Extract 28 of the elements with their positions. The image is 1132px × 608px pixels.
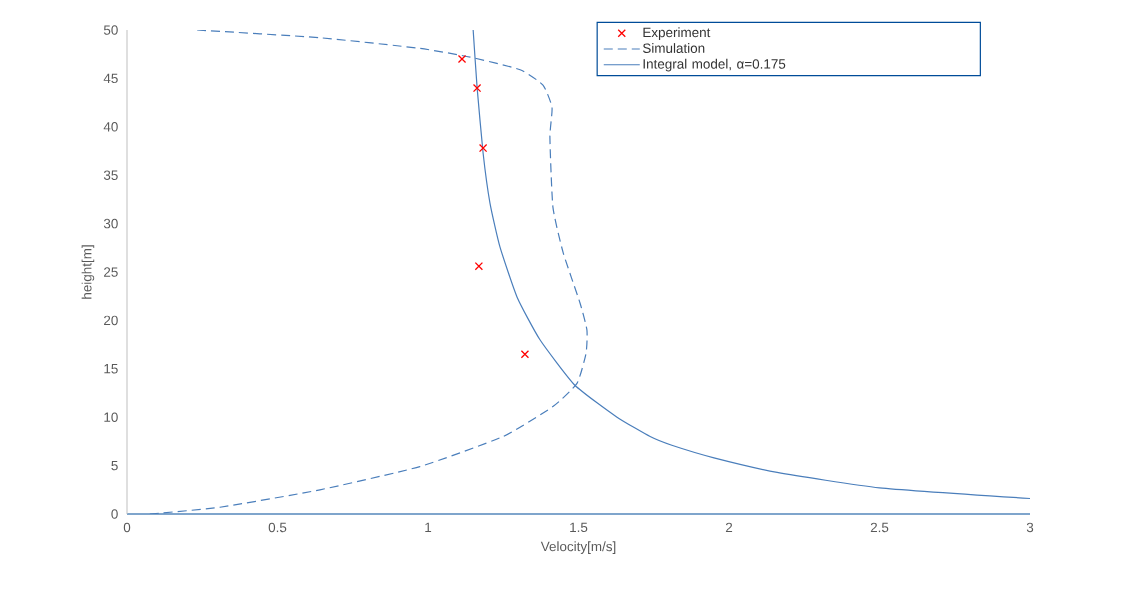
- x-tick-label: 2.5: [870, 522, 889, 533]
- x-tick-label: 1.5: [570, 522, 588, 533]
- legend-label: Simulation: [642, 43, 705, 53]
- y-tick-label: 30: [103, 218, 118, 229]
- point: [472, 83, 482, 93]
- point: [457, 54, 467, 64]
- x-axis-title: Velocity[m/s]: [540, 541, 616, 554]
- x-tick-label: 1: [425, 522, 432, 532]
- y-tick-label: 20: [104, 315, 118, 326]
- y-axis-title: height[m]: [81, 245, 95, 299]
- y-tick-label: 40: [103, 122, 118, 132]
- legend-label: Experiment: [643, 27, 711, 40]
- x-tick-label: 0.5: [268, 522, 287, 533]
- y-tick-label: 10: [104, 412, 118, 422]
- y-tick-label: 45: [103, 73, 118, 84]
- y-tick-label: 35: [103, 170, 118, 180]
- x-tick-label: 0: [123, 522, 131, 533]
- y-tick-label: 50: [103, 25, 118, 35]
- y-tick-label: 0: [111, 509, 118, 519]
- x-tick-label: 2: [725, 522, 733, 533]
- point: [520, 350, 530, 359]
- point: [474, 262, 484, 271]
- point: [478, 143, 488, 153]
- y-tick-label: 25: [104, 267, 118, 277]
- legend-label: Integral model, α=0.175: [643, 58, 786, 72]
- x-tick-label: 3: [1026, 522, 1034, 533]
- y-tick-label: 5: [111, 460, 118, 471]
- y-tick-label: 15: [104, 364, 118, 374]
